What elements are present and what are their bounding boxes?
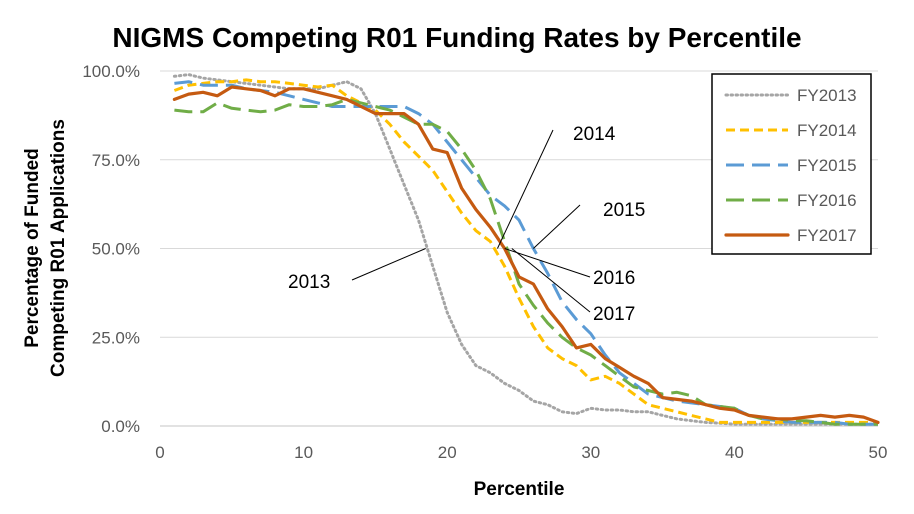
annotation-label-2014: 2014 (573, 124, 616, 145)
y-tick-label: 75.0% (92, 151, 140, 170)
chart-title: NIGMS Competing R01 Funding Rates by Per… (112, 22, 801, 53)
legend-label-fy2013: FY2013 (797, 86, 857, 105)
annotation-leader-2013 (351, 248, 426, 281)
x-tick-label: 40 (725, 443, 744, 462)
x-tick-label: 0 (155, 443, 164, 462)
legend-label-fy2014: FY2014 (797, 121, 857, 140)
y-tick-label: 25.0% (92, 328, 140, 347)
x-tick-label: 50 (869, 443, 888, 462)
legend: FY2013 FY2014 FY2015 FY2016 FY2017 (711, 73, 872, 255)
legend-label-fy2017: FY2017 (797, 226, 857, 245)
annotation-label-2013: 2013 (288, 272, 330, 293)
y-axis-title-line-1: Percentage of Funded (22, 148, 43, 348)
series-line-fy2017 (172, 85, 880, 424)
annotation-label-2016: 2016 (593, 268, 635, 289)
series-line-fy2013 (172, 73, 880, 426)
y-axis-title-line-2: Competing R01 Applications (48, 119, 69, 377)
y-tick-label: 0.0% (101, 417, 140, 436)
x-tick-label: 20 (438, 443, 457, 462)
x-axis-title: Percentile (474, 479, 565, 500)
annotation-label-2015: 2015 (603, 200, 645, 221)
annotation-leader-2015 (533, 204, 581, 249)
annotation-leader-2014 (497, 129, 554, 249)
y-axis-title: Percentage of Funded Competing R01 Appli… (22, 119, 69, 377)
y-tick-label: 50.0% (92, 240, 140, 259)
annotations: 2013 2014 2015 2016 2017 (288, 124, 645, 325)
series-lines (172, 73, 880, 426)
y-axis-ticks: 0.0% 25.0% 50.0% 75.0% 100.0% (82, 62, 140, 436)
legend-label-fy2015: FY2015 (797, 156, 857, 175)
annotation-label-2017: 2017 (593, 304, 635, 325)
legend-label-fy2016: FY2016 (797, 191, 857, 210)
y-tick-label: 100.0% (82, 62, 140, 81)
annotation-leader-2016 (504, 248, 591, 278)
x-tick-label: 10 (294, 443, 313, 462)
x-tick-label: 30 (581, 443, 600, 462)
x-axis-ticks: 0 10 20 30 40 50 (155, 443, 887, 462)
annotation-leader-2017 (511, 248, 591, 313)
series-line-fy2014 (173, 78, 878, 424)
